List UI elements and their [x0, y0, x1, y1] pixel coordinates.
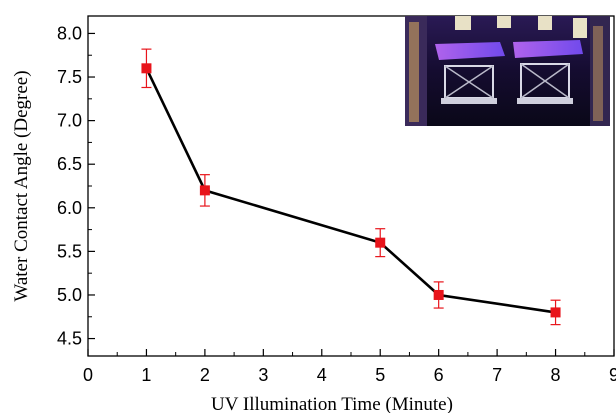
y-tick-label: 6.0	[57, 198, 82, 218]
data-point	[199, 185, 210, 196]
x-tick-label: 8	[551, 365, 561, 385]
series-layer	[141, 48, 561, 326]
inset-photo	[405, 16, 610, 126]
y-tick-label: 5.5	[57, 241, 82, 261]
x-tick-label: 5	[375, 365, 385, 385]
x-tick-label: 7	[492, 365, 502, 385]
data-point	[141, 63, 152, 74]
x-tick-label: 4	[317, 365, 327, 385]
x-axis-title: UV Illumination Time (Minute)	[211, 394, 453, 413]
y-tick-label: 7.0	[57, 111, 82, 131]
data-point	[433, 289, 444, 300]
x-tick-label: 2	[200, 365, 210, 385]
y-tick-label: 5.0	[57, 285, 82, 305]
x-tick-label: 6	[434, 365, 444, 385]
y-tick-label: 7.5	[57, 67, 82, 87]
y-axis-title: Water Contact Angle (Degree)	[11, 70, 32, 301]
x-tick-label: 9	[609, 365, 616, 385]
y-tick-label: 4.5	[57, 329, 82, 349]
y-axis: 4.5 5.0 5.5 6.0 6.5 7.0 7.5 8.0	[57, 23, 95, 349]
data-point	[375, 237, 386, 248]
y-tick-label: 6.5	[57, 154, 82, 174]
x-axis: 0 1 2 3 4 5 6 7 8 9	[83, 349, 616, 385]
x-tick-label: 0	[83, 365, 93, 385]
y-tick-label: 8.0	[57, 23, 82, 43]
x-tick-label: 3	[258, 365, 268, 385]
data-point	[550, 307, 561, 318]
x-tick-label: 1	[141, 365, 151, 385]
